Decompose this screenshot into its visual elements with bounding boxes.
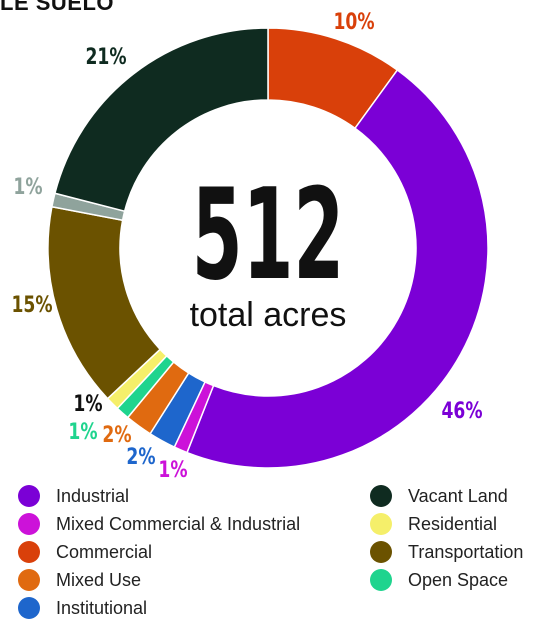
legend-label: Mixed Use xyxy=(56,569,142,590)
legend-item-residential: Residential xyxy=(370,510,497,538)
legend-item-vacant-land: Vacant Land xyxy=(370,482,508,510)
data-label-transportation: 15% xyxy=(11,292,52,318)
legend-label: Vacant Land xyxy=(408,485,508,506)
legend-item-commercial: Commercial xyxy=(18,538,152,566)
legend-swatch xyxy=(370,485,392,507)
legend-swatch xyxy=(370,541,392,563)
legend-item-institutional: Institutional xyxy=(18,594,147,622)
data-label-residential: 1% xyxy=(73,391,102,417)
legend-label: Institutional xyxy=(56,597,148,618)
legend-label: Open Space xyxy=(408,569,509,590)
slice-vacant-land xyxy=(53,27,269,213)
data-label-open-space: 1% xyxy=(68,419,97,445)
legend-item-mixed-commercial-industrial: Mixed Commercial & Industrial xyxy=(18,510,300,538)
legend-swatch xyxy=(18,541,40,563)
legend-label: Transportation xyxy=(408,541,524,562)
legend-label: Commercial xyxy=(56,541,153,562)
data-label-industrial: 46% xyxy=(441,398,482,424)
legend-item-transportation: Transportation xyxy=(370,538,523,566)
legend-label: Mixed Commercial & Industrial xyxy=(56,513,301,534)
slice-layer xyxy=(47,27,489,469)
legend-item-open-space: Open Space xyxy=(370,566,508,594)
legend-swatch xyxy=(18,569,40,591)
legend-item-industrial: Industrial xyxy=(18,482,129,510)
center-value: 512 xyxy=(192,162,345,309)
data-label-open-space: 1% xyxy=(13,174,42,200)
legend-swatch xyxy=(370,569,392,591)
data-label-commercial: 10% xyxy=(333,9,374,35)
legend-swatch xyxy=(18,485,40,507)
data-label-mixed-use: 2% xyxy=(102,422,131,448)
cropped-title: LE SUELO xyxy=(0,0,115,15)
legend-swatch xyxy=(370,513,392,535)
legend-item-mixed-use: Mixed Use xyxy=(18,566,141,594)
legend-swatch xyxy=(18,597,40,619)
data-label-institutional: 2% xyxy=(126,444,155,470)
label-layer: 10%46%1%2%2%1%1%15%1%21% xyxy=(11,9,482,483)
legend: Industrial Mixed Commercial & Industrial… xyxy=(18,482,547,619)
data-label-mixed-commercial-industrial: 1% xyxy=(158,457,187,483)
data-label-vacant-land: 21% xyxy=(85,44,126,70)
legend-label: Residential xyxy=(408,513,498,534)
slice-industrial xyxy=(186,68,489,469)
legend-swatch xyxy=(18,513,40,535)
center-label: total acres xyxy=(190,296,347,334)
legend-label: Industrial xyxy=(56,485,130,506)
